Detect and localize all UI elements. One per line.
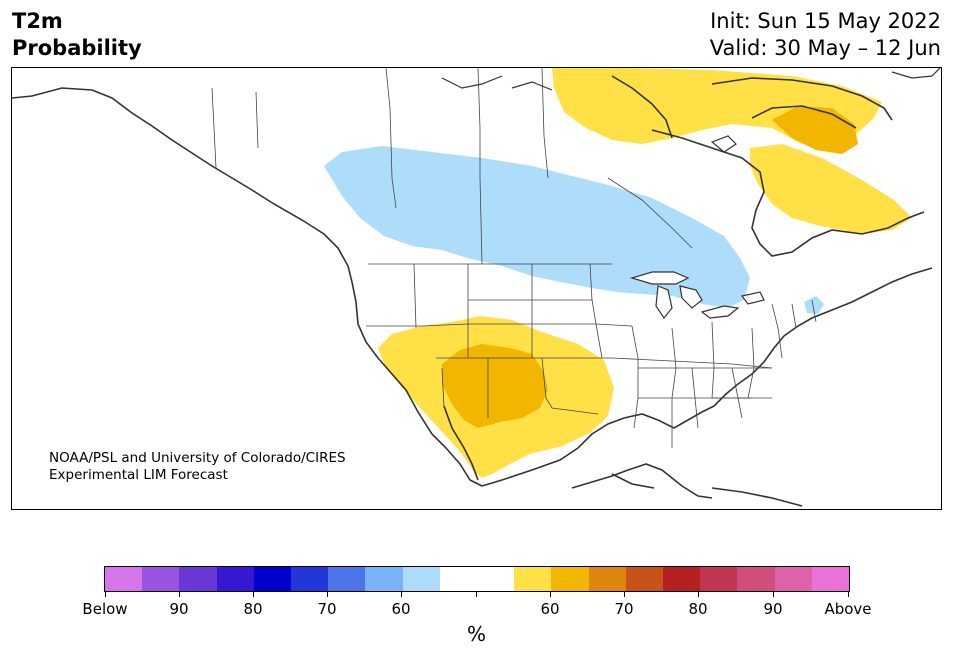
northern-plains-below — [324, 146, 750, 308]
colorbar-tick — [624, 592, 625, 597]
colorbar-tick — [401, 592, 402, 597]
arctic-islands — [441, 68, 941, 153]
colorbar-tick — [327, 592, 328, 597]
colorbar-tick — [253, 592, 254, 597]
colorbar-segment — [737, 567, 775, 591]
colorbar-segment — [774, 567, 812, 591]
colorbar-tick-label: Above — [824, 600, 872, 618]
product-label: Probability — [12, 36, 142, 60]
great-lakes — [629, 271, 765, 320]
colorbar-tick-label: 90 — [169, 600, 189, 618]
colorbar-tick — [179, 592, 180, 597]
colorbar-tick — [550, 592, 551, 597]
colorbar-tick-label: 80 — [688, 600, 708, 618]
valid-range: Valid: 30 May – 12 Jun — [709, 36, 941, 60]
colorbar-tick — [698, 592, 699, 597]
colorbar-segment — [514, 567, 552, 591]
colorbar-tick-label: 60 — [391, 600, 411, 618]
colorbar-segment — [551, 567, 589, 591]
credit-line-2: Experimental LIM Forecast — [49, 467, 228, 483]
colorbar-segment — [142, 567, 180, 591]
forecast-map — [12, 68, 941, 507]
init-date: Init: Sun 15 May 2022 — [710, 9, 941, 33]
southwest-above-core — [442, 344, 548, 428]
colorbar-tick-label: 70 — [317, 600, 337, 618]
political-boundaries — [211, 68, 817, 448]
baffin-above-core — [772, 106, 858, 154]
credit-line-1: NOAA/PSL and University of Colorado/CIRE… — [49, 450, 346, 466]
variable-label: T2m — [12, 9, 63, 33]
colorbar — [104, 566, 850, 592]
colorbar-segment — [439, 567, 478, 591]
northern-plains-below-east — [804, 296, 824, 314]
colorbar-segment — [365, 567, 403, 591]
colorbar-tick — [848, 592, 849, 597]
map-panel — [11, 67, 942, 510]
colorbar-tick-label: 60 — [540, 600, 560, 618]
colorbar-segment — [328, 567, 366, 591]
date-info: Init: Sun 15 May 2022 Valid: 30 May – 12… — [710, 8, 941, 62]
colorbar-segment — [216, 567, 254, 591]
quebec-above — [750, 144, 912, 234]
colorbar-tick — [773, 592, 774, 597]
credit-text: NOAA/PSL and University of Colorado/CIRE… — [49, 450, 346, 484]
colorbar-segment — [663, 567, 701, 591]
colorbar-tick-label: 70 — [614, 600, 634, 618]
colorbar-segment — [477, 567, 515, 591]
colorbar-segment — [588, 567, 626, 591]
colorbar-segment — [253, 567, 292, 591]
chart-title: T2m Probability — [12, 8, 142, 62]
colorbar-tick-label: 80 — [243, 600, 263, 618]
colorbar-tick — [105, 592, 106, 597]
colorbar-tick — [476, 592, 477, 597]
colorbar-segment — [291, 567, 329, 591]
colorbar-tick-label: 90 — [763, 600, 783, 618]
colorbar-segment — [811, 567, 850, 591]
colorbar-segment — [179, 567, 217, 591]
coastlines — [12, 75, 933, 507]
colorbar-tick-label: Below — [82, 600, 128, 618]
colorbar-segment — [700, 567, 738, 591]
colorbar-segment — [105, 567, 143, 591]
colorbar-unit: % — [466, 622, 486, 646]
colorbar-segment — [402, 567, 440, 591]
colorbar-segment — [625, 567, 664, 591]
colorbar-labels: Below 90 80 70 60 60 70 80 90 Above — [0, 592, 953, 620]
